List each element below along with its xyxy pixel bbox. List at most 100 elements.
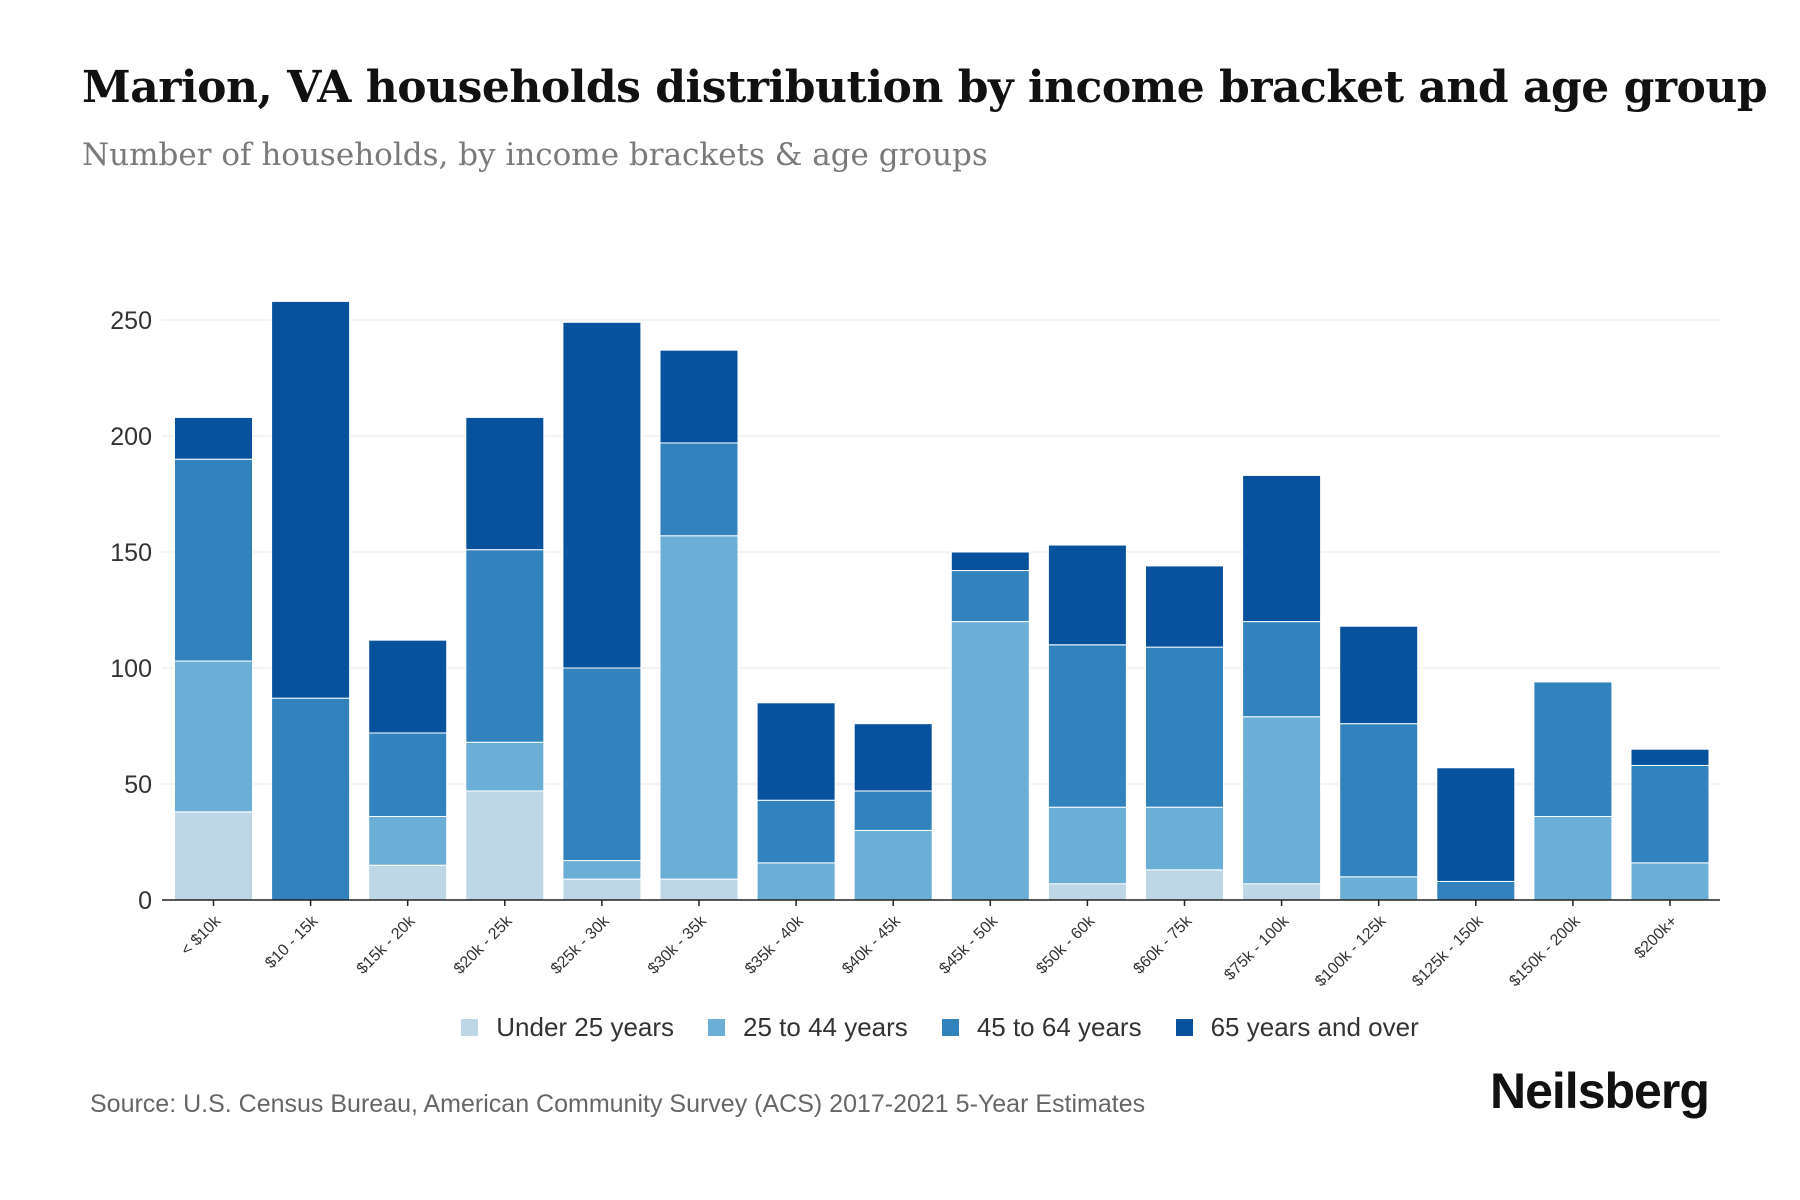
bar-stack [950, 551, 1030, 901]
x-tick-label: $75k - 100k [1221, 912, 1293, 984]
bar-segment [1242, 621, 1322, 718]
bar-segment [465, 549, 545, 743]
bar-segment [1047, 806, 1127, 885]
x-tick-label: < $10k [178, 912, 225, 959]
bar-segment [562, 878, 642, 901]
legend-swatch [941, 1019, 959, 1036]
legend-swatch [1175, 1019, 1193, 1036]
bar-segment [1436, 880, 1516, 901]
bar-segment [950, 570, 1030, 623]
x-tick-label: $25k - 30k [548, 912, 614, 978]
bar-segment [1630, 764, 1710, 864]
bar-segment [950, 621, 1030, 901]
bar-segment [1047, 644, 1127, 808]
bar-segment [659, 878, 739, 901]
bar-segment [1436, 767, 1516, 882]
bar-segment [1630, 748, 1710, 766]
bar-segment [562, 667, 642, 862]
x-tick-label: $20k - 25k [451, 912, 517, 978]
bar-segment [271, 697, 351, 901]
bar-segment [1339, 723, 1419, 878]
bar-segment [368, 864, 448, 901]
bar-segment [271, 300, 351, 699]
bar-segment [1630, 862, 1710, 901]
x-tick-label: $40k - 45k [839, 912, 905, 978]
legend: Under 25 years 25 to 44 years 45 to 64 y… [40, 1012, 1800, 1043]
bar-segment [174, 811, 253, 901]
bar-segment [659, 535, 739, 880]
x-tick-label: $60k - 75k [1130, 912, 1196, 978]
bar-segment [1047, 544, 1127, 646]
bar-segment [756, 799, 836, 864]
brand-logo: Neilsberg [1490, 1063, 1710, 1119]
x-tick-label: $150k - 200k [1506, 912, 1584, 990]
bar-segment [1242, 474, 1322, 623]
bar-segment [368, 732, 448, 817]
bar-stack [756, 702, 836, 901]
x-axis-ticks: < $10k $10 - 15k $15k - 20k $20k - 25k $25k … [178, 900, 1681, 990]
legend-swatch [461, 1019, 479, 1036]
bar-segment [756, 702, 836, 801]
bar-segment [1242, 883, 1322, 901]
bar-stack [853, 723, 933, 901]
bar-segment [368, 815, 448, 866]
x-tick-label: $45k - 50k [936, 912, 1002, 978]
bar-segment [465, 416, 545, 551]
stacked-bar-chart: 0 50 100 150 200 250 < $10k $10 - 15k $15k - 20… [110, 300, 1720, 990]
y-tick-label: 150 [110, 539, 152, 567]
legend-label: 25 to 44 years [743, 1012, 908, 1042]
bar-segment [562, 860, 642, 880]
chart-subtitle: Number of households, by income brackets… [82, 137, 988, 173]
legend-item-25-to-44: 25 to 44 years [708, 1012, 908, 1043]
bar-segment [174, 416, 253, 460]
bar-segment [950, 551, 1030, 572]
bar-segment [1533, 681, 1613, 817]
x-tick-label: $30k - 35k [645, 912, 711, 978]
legend-item-65-and-over: 65 years and over [1175, 1012, 1419, 1043]
bar-stack [659, 349, 739, 901]
x-tick-label: $100k - 125k [1312, 912, 1390, 990]
bar-stack [1436, 767, 1516, 901]
bar-segment [562, 321, 642, 669]
y-tick-label: 100 [110, 655, 152, 683]
bar-segment [1145, 869, 1224, 901]
bar-segment [1145, 646, 1224, 808]
y-tick-label: 250 [110, 307, 152, 335]
bar-segment [1145, 565, 1224, 648]
bar-segment [756, 862, 836, 901]
legend-label: Under 25 years [496, 1012, 675, 1042]
legend-label: 45 to 64 years [976, 1012, 1142, 1042]
y-tick-label: 0 [138, 887, 152, 915]
bar-segment [1533, 815, 1613, 901]
bar-stack [562, 321, 642, 901]
bar-segment [465, 741, 545, 792]
bar-segment [853, 723, 933, 792]
bar-segment [853, 790, 933, 831]
y-tick-label: 200 [110, 423, 152, 451]
bar-segment [368, 639, 448, 734]
bar-segment [659, 442, 739, 537]
bar-stack [1242, 474, 1322, 901]
bar-segment [465, 790, 545, 901]
legend-label: 65 years and over [1210, 1012, 1419, 1042]
bar-stack [1145, 565, 1224, 901]
bar-segment [853, 829, 933, 901]
bar-stack [1630, 748, 1710, 901]
x-tick-label: $50k - 60k [1033, 912, 1099, 978]
bar-segment [1339, 625, 1419, 725]
y-tick-label: 50 [124, 771, 152, 799]
bar-stack [465, 416, 545, 901]
bar-segment [174, 660, 253, 813]
bar-segment [1145, 806, 1224, 871]
bar-segment [174, 458, 253, 662]
x-tick-label: $15k - 20k [354, 912, 420, 978]
bar-stack [174, 416, 253, 901]
x-tick-label: $200k+ [1631, 913, 1680, 962]
source-note: Source: U.S. Census Bureau, American Com… [90, 1090, 1146, 1118]
bar-segment [659, 349, 739, 444]
bar-stack [1533, 681, 1613, 901]
chart-title: Marion, VA households distribution by in… [82, 62, 1768, 113]
bar-segment [1242, 716, 1322, 885]
y-axis-ticks: 0 50 100 150 200 250 [110, 307, 152, 915]
x-tick-label: $10 - 15k [262, 912, 322, 972]
